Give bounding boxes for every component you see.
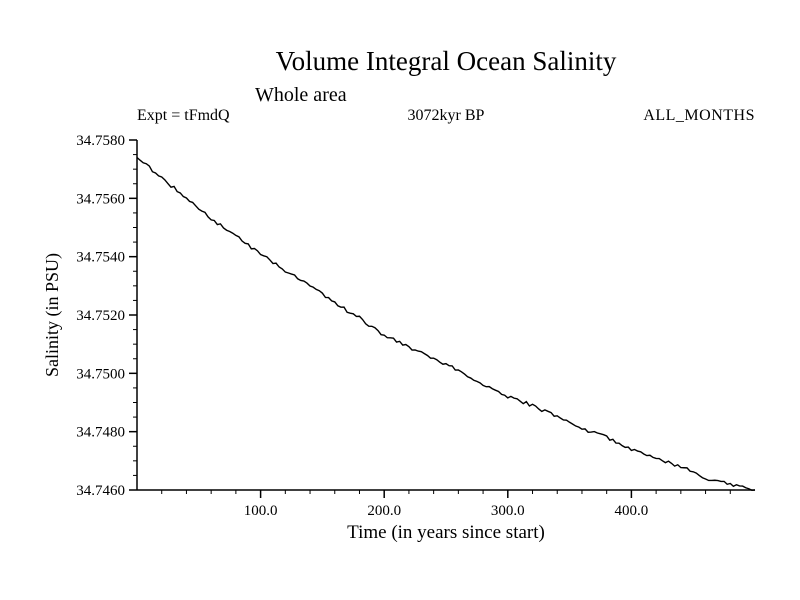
x-tick-label: 300.0 xyxy=(491,503,525,519)
months-annotation: ALL_MONTHS xyxy=(643,107,755,124)
y-tick-label: 34.7520 xyxy=(76,308,125,324)
chart-subtitle: Whole area xyxy=(255,84,347,106)
x-axis-label: Time (in years since start) xyxy=(347,522,545,543)
experiment-annotation: Expt = tFmdQ xyxy=(137,107,230,124)
y-tick-label: 34.7460 xyxy=(76,483,125,499)
y-tick-label: 34.7560 xyxy=(76,191,125,207)
y-axis-label: Salinity (in PSU) xyxy=(42,253,63,377)
x-tick-label: 200.0 xyxy=(367,503,401,519)
y-tick-label: 34.7580 xyxy=(76,133,125,149)
y-tick-label: 34.7480 xyxy=(76,425,125,441)
time-annotation: 3072kyr BP xyxy=(407,107,485,124)
salinity-line xyxy=(136,156,756,492)
x-tick-label: 400.0 xyxy=(615,503,649,519)
y-tick-label: 34.7540 xyxy=(76,250,125,266)
x-tick-label: 100.0 xyxy=(244,503,278,519)
y-tick-label: 34.7500 xyxy=(76,366,125,382)
chart-title: Volume Integral Ocean Salinity xyxy=(275,46,617,76)
